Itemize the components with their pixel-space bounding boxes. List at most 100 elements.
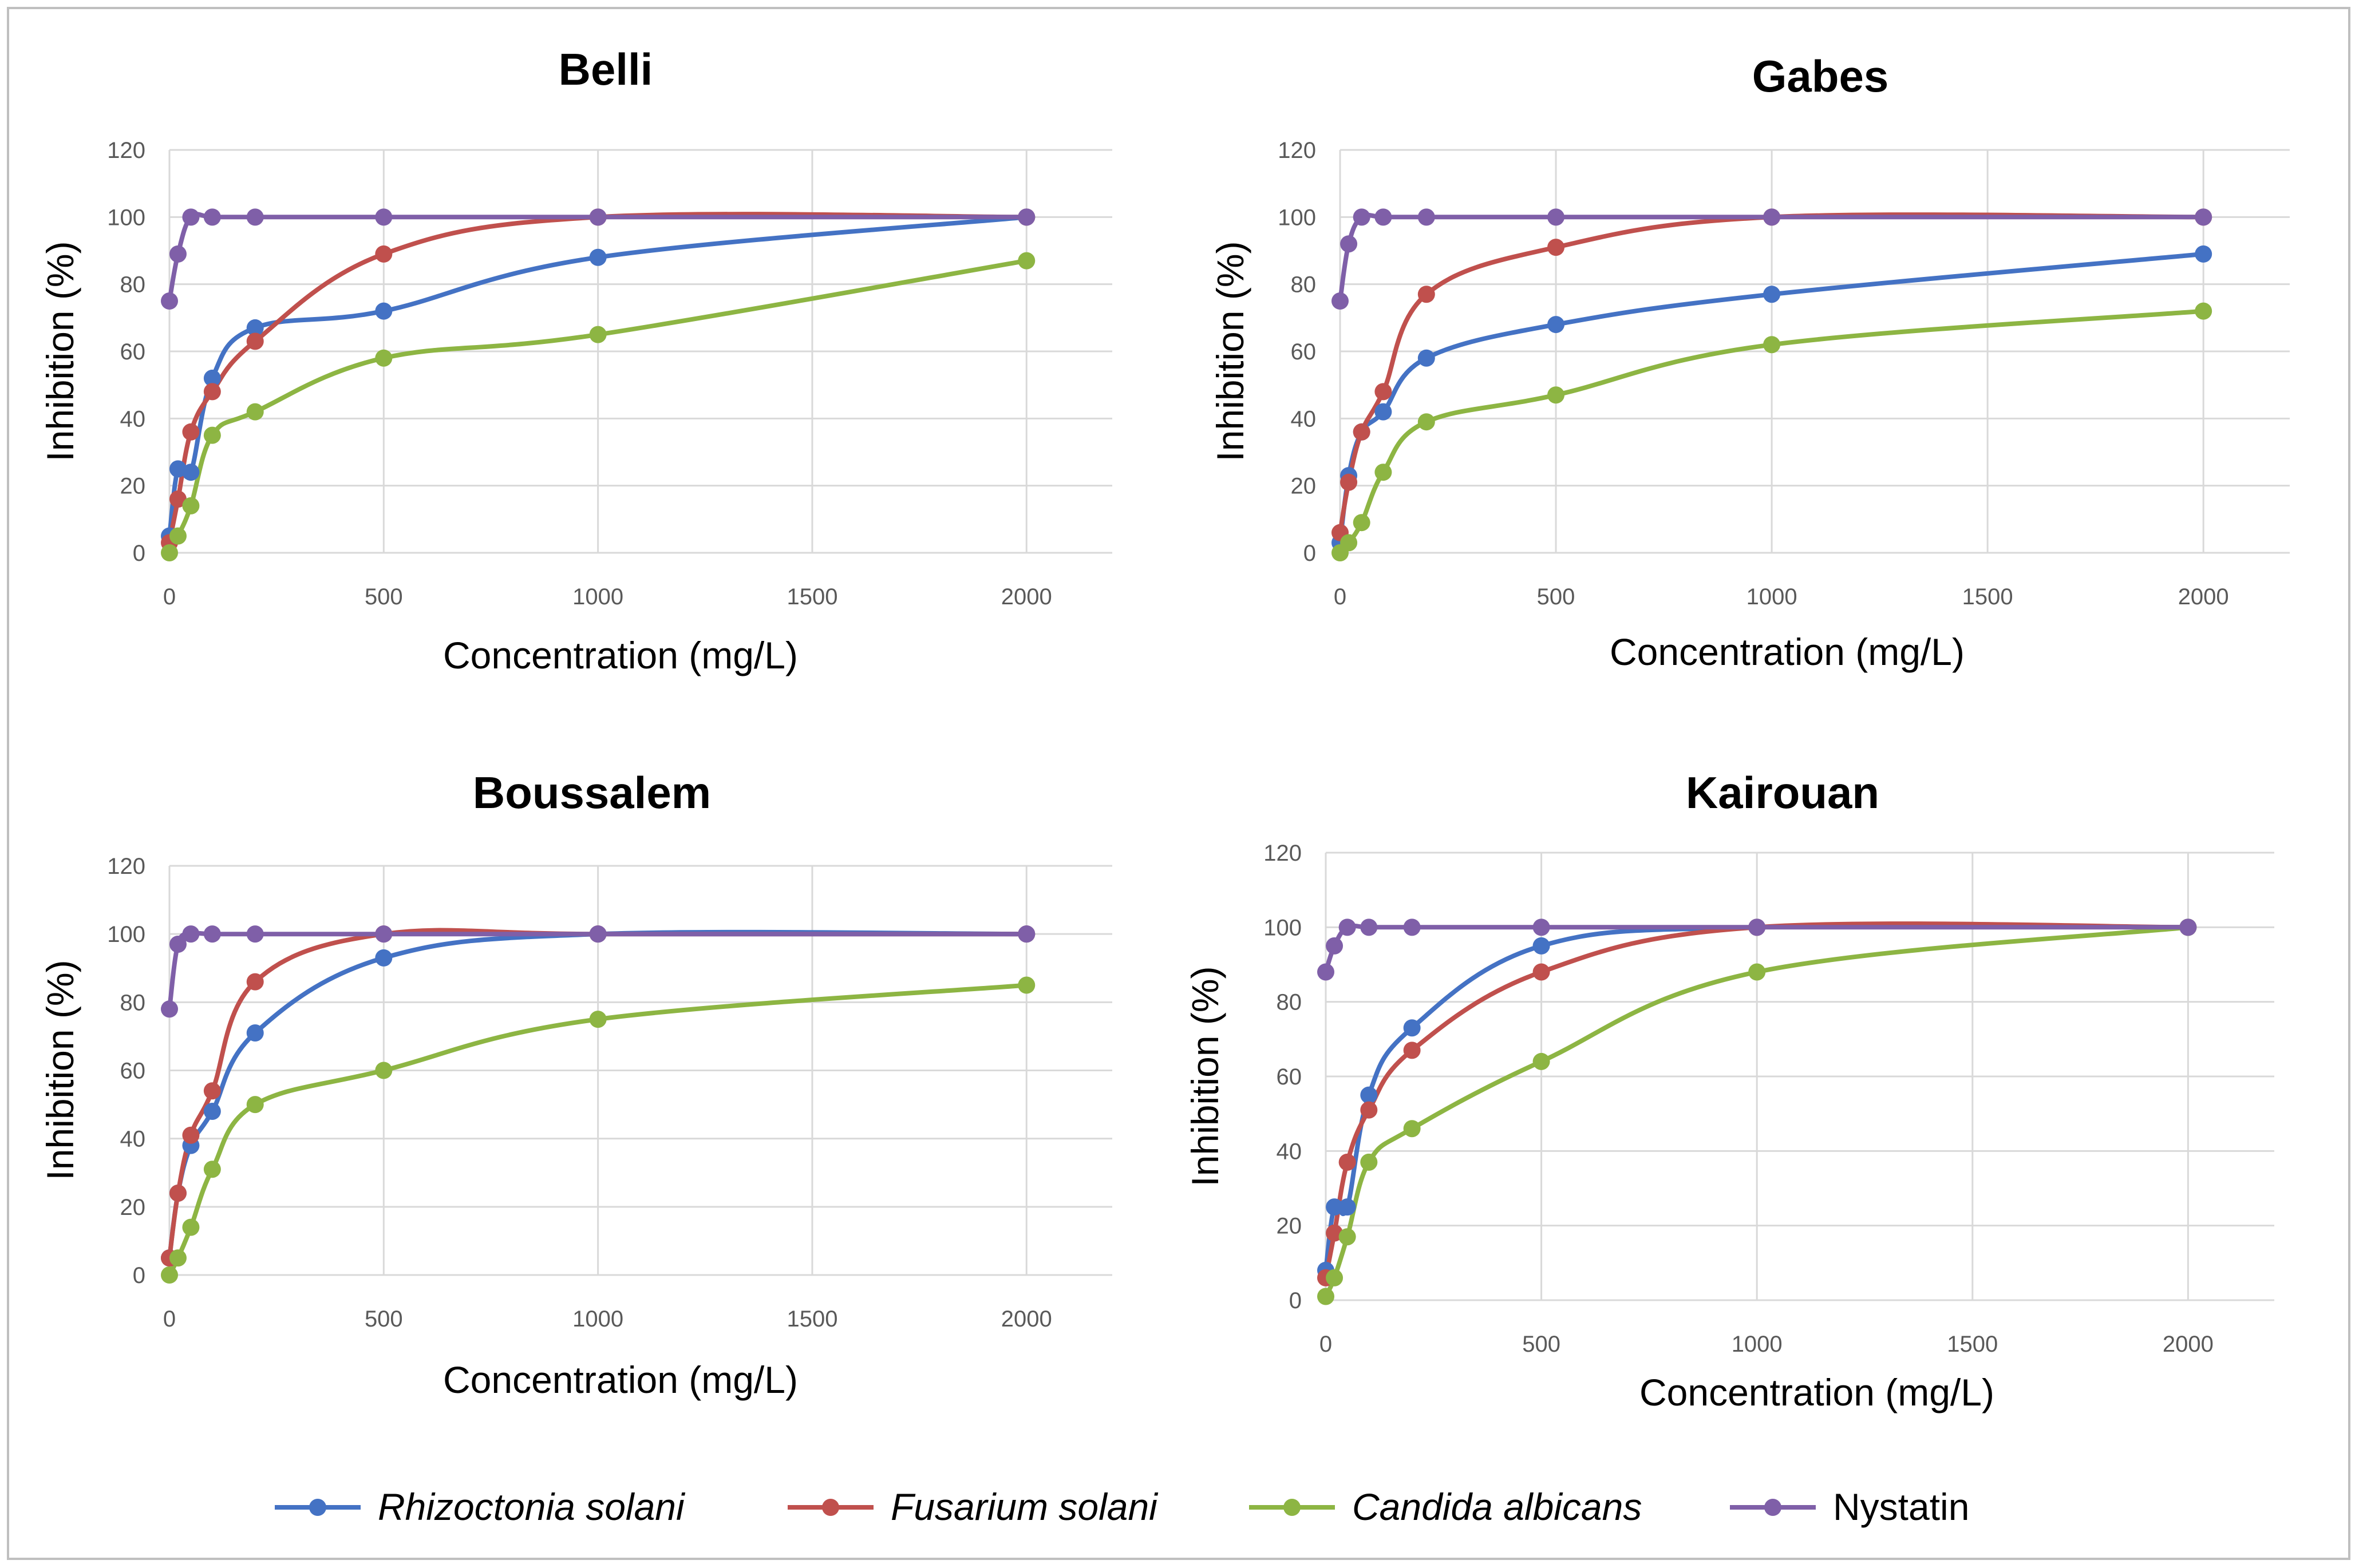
data-point (589, 925, 607, 943)
y-tick-label: 0 (133, 541, 145, 566)
legend-label: Candida albicans (1352, 1486, 1642, 1528)
legend-swatch-marker (1283, 1499, 1301, 1516)
data-point (1763, 208, 1781, 226)
data-point (203, 426, 221, 444)
data-point (1547, 386, 1565, 404)
data-point (246, 1024, 264, 1042)
legend-item-3: Nystatin (1730, 1486, 1969, 1528)
data-point (182, 497, 200, 514)
y-tick-label: 80 (120, 990, 146, 1015)
chart-panel-0: 0 20 40 60 80 100 120 0 500 1000 1500 2000 Belli Conc… (39, 44, 1112, 676)
data-point (203, 1103, 221, 1120)
y-tick-label: 120 (107, 138, 145, 163)
data-point (1532, 918, 1550, 936)
data-point (1338, 1198, 1356, 1216)
data-point (1326, 937, 1344, 955)
x-tick-label: 500 (365, 1306, 403, 1332)
y-tick-label: 100 (107, 922, 145, 947)
data-point (1763, 286, 1781, 303)
data-point (203, 383, 221, 401)
y-tick-label: 0 (1303, 541, 1316, 566)
data-point (203, 1082, 221, 1100)
data-point (589, 248, 607, 266)
x-tick-label: 2000 (1001, 1306, 1052, 1332)
legend: Rhizoctonia solani Fusarium solani Candida… (275, 1486, 1969, 1528)
data-point (1338, 1228, 1356, 1246)
y-tick-label: 40 (1277, 1139, 1302, 1164)
data-point (1417, 208, 1435, 226)
data-point (1353, 208, 1370, 226)
data-point (375, 925, 393, 943)
data-point (1374, 208, 1392, 226)
y-tick-label: 80 (120, 272, 146, 298)
y-tick-label: 60 (120, 1059, 146, 1084)
data-point (1403, 1042, 1421, 1059)
data-point (1326, 1269, 1344, 1286)
x-tick-label: 500 (365, 584, 403, 609)
data-point (182, 464, 200, 481)
x-tick-label: 0 (1334, 584, 1346, 609)
data-point (2195, 245, 2212, 263)
y-tick-label: 40 (120, 1127, 146, 1152)
data-point (1018, 208, 1036, 226)
y-axis-title: Inhibition (%) (39, 241, 81, 461)
y-tick-label: 60 (1277, 1064, 1302, 1090)
legend-swatch-marker (822, 1499, 839, 1516)
chart-panel-2: 0 20 40 60 80 100 120 0 500 1000 1500 2000 Boussalem… (39, 767, 1112, 1401)
legend-item-0: Rhizoctonia solani (275, 1486, 686, 1528)
data-point (2195, 208, 2212, 226)
series-line-1 (1338, 212, 2204, 533)
legend-label: Fusarium solani (891, 1486, 1159, 1528)
chart-title: Boussalem (473, 767, 711, 818)
data-point (1763, 336, 1781, 354)
y-axis-title: Inhibition (%) (1209, 241, 1251, 461)
series-line-3 (167, 212, 1027, 302)
series-line-1 (167, 212, 1027, 544)
data-point (2195, 302, 2212, 320)
data-point (246, 925, 264, 943)
x-tick-label: 1000 (1732, 1332, 1783, 1357)
data-point (1353, 423, 1370, 441)
data-point (1340, 473, 1358, 491)
data-point (203, 1161, 221, 1178)
y-tick-label: 100 (1263, 915, 1302, 940)
x-axis-title: Concentration (mg/L) (443, 1359, 798, 1401)
data-point (1360, 1101, 1378, 1119)
data-point (1340, 534, 1358, 552)
figure-frame (7, 7, 2350, 1560)
y-tick-label: 80 (1277, 990, 1302, 1015)
data-point (169, 460, 187, 478)
x-tick-label: 2000 (2178, 584, 2229, 609)
data-point (182, 925, 200, 943)
x-tick-label: 1500 (1962, 584, 2013, 609)
x-tick-label: 0 (163, 1306, 176, 1332)
y-tick-label: 20 (1291, 474, 1317, 499)
y-tick-label: 20 (120, 1195, 146, 1220)
data-point (246, 319, 264, 336)
data-point (169, 936, 187, 953)
data-point (1018, 976, 1036, 994)
data-point (1547, 239, 1565, 256)
data-point (161, 1266, 178, 1284)
data-point (1547, 316, 1565, 334)
data-point (1547, 208, 1565, 226)
x-axis-title: Concentration (mg/L) (1639, 1371, 1994, 1413)
data-point (1326, 1198, 1344, 1216)
y-tick-label: 20 (120, 474, 146, 499)
legend-swatch-marker (309, 1499, 326, 1516)
data-point (589, 1011, 607, 1028)
legend-label: Rhizoctonia solani (378, 1486, 686, 1528)
data-point (169, 527, 187, 545)
x-tick-label: 1500 (787, 1306, 837, 1332)
data-point (1340, 235, 1358, 253)
x-tick-label: 0 (163, 584, 176, 609)
y-tick-label: 100 (107, 205, 145, 230)
chart-panel-3: 0 20 40 60 80 100 120 0 500 1000 1500 2000 Kairouan C… (1184, 767, 2274, 1413)
legend-item-1: Fusarium solani (788, 1486, 1159, 1528)
data-point (169, 1249, 187, 1267)
data-point (203, 369, 221, 387)
x-tick-label: 1000 (1746, 584, 1797, 609)
data-point (1417, 413, 1435, 431)
